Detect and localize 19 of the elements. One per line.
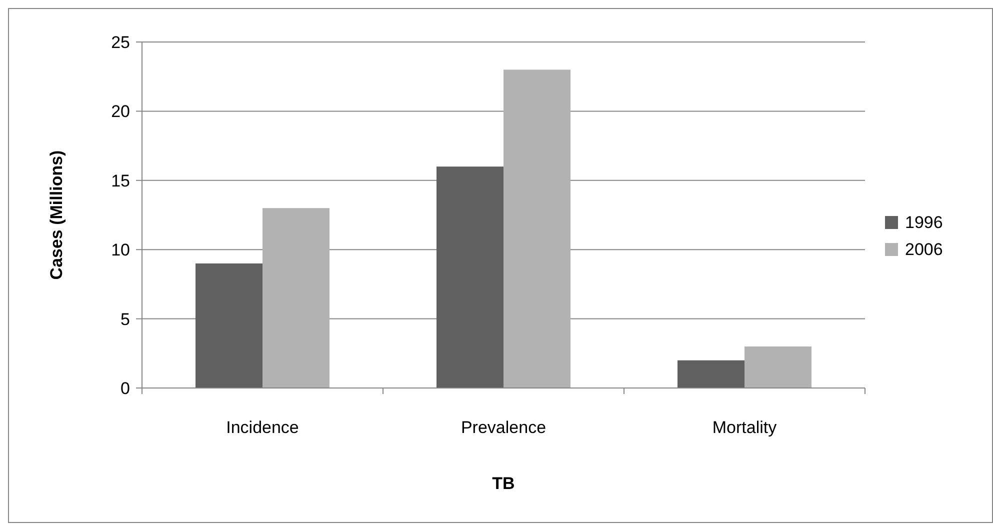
legend-label: 2006	[905, 240, 943, 259]
y-tick-label: 10	[111, 240, 130, 260]
x-tick-label: Mortality	[712, 418, 778, 437]
bar	[678, 360, 744, 388]
y-tick-label: 25	[111, 32, 130, 52]
y-axis-title: Cases (Millions)	[47, 150, 66, 280]
bar	[262, 208, 330, 388]
bar	[504, 70, 570, 388]
bar	[436, 166, 504, 388]
y-tick-label: 15	[111, 171, 130, 190]
y-tick-label: 20	[111, 102, 130, 122]
x-axis-title: TB	[492, 474, 515, 493]
x-tick-label: Incidence	[226, 418, 299, 437]
bar	[196, 263, 262, 388]
legend-label: 1996	[905, 213, 943, 232]
y-tick-label: 5	[120, 310, 130, 329]
bar	[744, 346, 812, 388]
x-tick-label: Prevalence	[460, 418, 546, 437]
y-tick-label: 0	[120, 378, 130, 398]
